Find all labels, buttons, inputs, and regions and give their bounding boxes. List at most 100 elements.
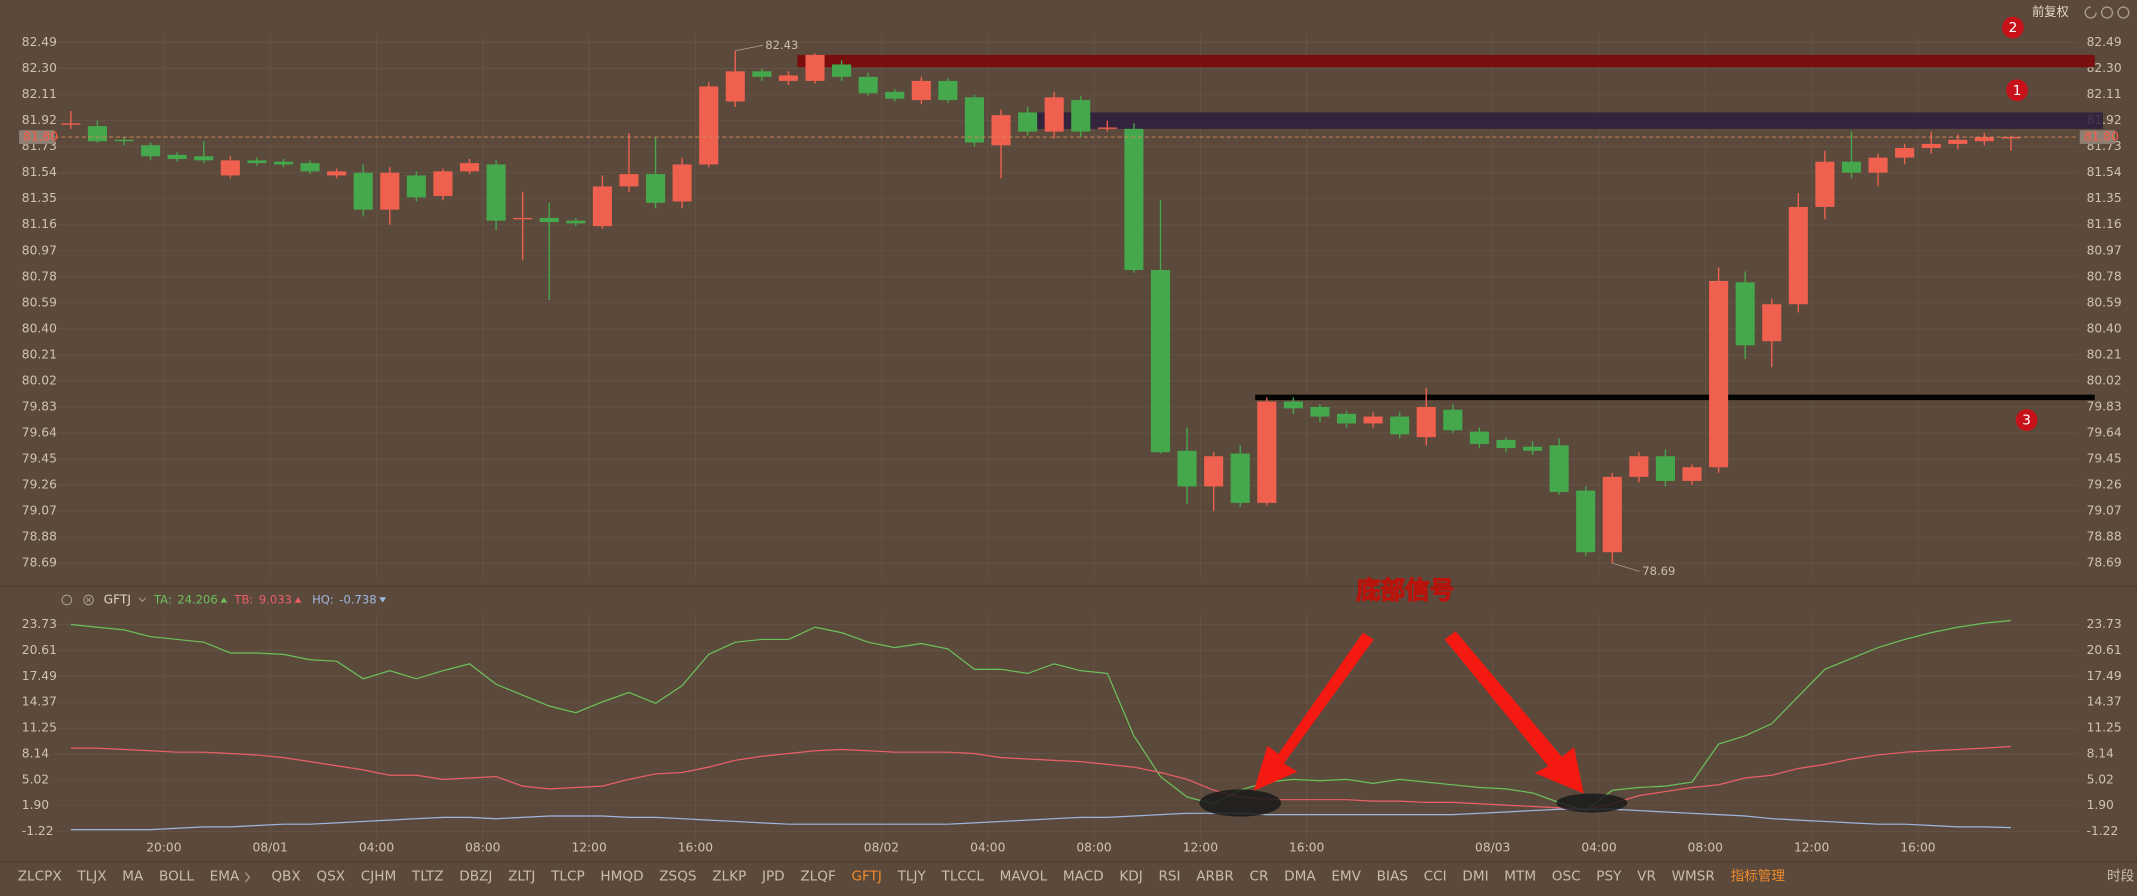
- toolbar-item[interactable]: QSX: [316, 869, 345, 885]
- toolbar-item[interactable]: ZLTJ: [508, 869, 535, 885]
- toolbar-item[interactable]: HMQD: [600, 869, 643, 885]
- toolbar-item[interactable]: TLCP: [550, 869, 585, 885]
- y-tick-label: 14.37: [22, 695, 57, 709]
- candle-body: [1177, 450, 1197, 487]
- toolbar-item[interactable]: TLJY: [897, 869, 927, 885]
- refresh-icon[interactable]: [2084, 6, 2097, 19]
- y-tick-label-right: 23.73: [2087, 617, 2122, 631]
- toolbar-item[interactable]: JPD: [761, 869, 785, 885]
- toolbar-item[interactable]: QBX: [271, 869, 300, 885]
- y-tick-label-right: 80.40: [2087, 321, 2122, 335]
- y-tick-label: 79.26: [22, 478, 57, 492]
- toolbar-item[interactable]: CCI: [1424, 869, 1447, 885]
- candle-body: [539, 217, 559, 223]
- toolbar-item[interactable]: MA: [122, 869, 144, 885]
- y-tick-label: 80.40: [22, 321, 57, 335]
- x-tick-label: 16:00: [1900, 841, 1935, 855]
- toolbar-item[interactable]: BIAS: [1377, 869, 1408, 885]
- toolbar-item[interactable]: DMA: [1284, 869, 1316, 885]
- y-tick-label: 1.90: [22, 798, 49, 812]
- toolbar-item[interactable]: MTM: [1504, 869, 1536, 885]
- toolbar-item[interactable]: ARBR: [1196, 869, 1234, 885]
- y-tick-label-right: 80.21: [2087, 347, 2122, 361]
- zone-marker: [2002, 16, 2024, 39]
- y-tick-label-right: -1.22: [2087, 824, 2119, 838]
- legend-value: 24.206: [177, 592, 218, 606]
- candle-body: [1629, 456, 1649, 477]
- x-tick-label: 08:00: [465, 841, 500, 855]
- y-tick-label: 23.73: [22, 617, 57, 631]
- indicator-line: [70, 619, 2011, 812]
- candle-body: [1815, 161, 1835, 207]
- toolbar-item[interactable]: BOLL: [159, 869, 194, 885]
- price-zone: [797, 54, 2095, 68]
- toolbar-item[interactable]: CJHM: [361, 869, 397, 885]
- y-tick-label-right: 82.49: [2087, 35, 2122, 49]
- x-tick-label: 08/02: [864, 841, 899, 855]
- y-tick-label-right: 80.97: [2087, 243, 2122, 257]
- candle-body: [1895, 148, 1915, 158]
- candle-body: [1283, 401, 1303, 409]
- x-tick-label: 16:00: [678, 841, 713, 855]
- signal-highlight: [1199, 631, 1628, 817]
- y-tick-label-right: 81.16: [2087, 217, 2122, 231]
- x-tick-label: 08/03: [1475, 841, 1510, 855]
- candle-body: [1549, 445, 1569, 492]
- toolbar-item[interactable]: GFTJ: [851, 869, 881, 885]
- toolbar-item[interactable]: DMI: [1462, 869, 1488, 885]
- candle-body: [353, 172, 373, 210]
- candle-body: [646, 174, 666, 203]
- toolbar-item[interactable]: EMA: [210, 869, 240, 885]
- toolbar-item[interactable]: VR: [1637, 869, 1656, 885]
- y-tick-label-right: 79.83: [2087, 399, 2122, 413]
- signal-label: 底部信号: [1356, 575, 1454, 604]
- close-indicator-icon[interactable]: [83, 594, 94, 606]
- close-icon[interactable]: [2117, 6, 2130, 19]
- adjust-label[interactable]: 前复权: [2032, 4, 2069, 19]
- y-tick-label: 81.92: [22, 113, 57, 127]
- toolbar-item[interactable]: ZLQF: [800, 869, 836, 885]
- legend-name: HQ:: [312, 592, 334, 606]
- x-tick-label: 16:00: [1289, 841, 1324, 855]
- candle-body: [114, 139, 134, 142]
- zone-marker: [2015, 409, 2038, 431]
- toolbar-more[interactable]: [244, 872, 251, 883]
- toolbar-item[interactable]: ZLCPX: [18, 869, 62, 885]
- toolbar-manage[interactable]: 指标管理: [1731, 869, 1786, 885]
- toolbar-item[interactable]: TLTZ: [411, 869, 444, 885]
- toolbar-period[interactable]: 时段: [2107, 869, 2135, 885]
- toolbar-item[interactable]: ZLKP: [712, 869, 746, 885]
- candle-body: [778, 75, 798, 81]
- candle-body: [273, 161, 294, 165]
- candle-body: [1523, 446, 1543, 451]
- x-tick-label: 08/01: [253, 841, 288, 855]
- toolbar-item[interactable]: PSY: [1596, 869, 1622, 885]
- y-tick-label-right: 78.69: [2087, 556, 2122, 570]
- minimize-icon[interactable]: [2100, 6, 2114, 19]
- toolbar-item[interactable]: MAVOL: [1000, 869, 1048, 885]
- toolbar-item[interactable]: TLCCL: [941, 869, 985, 885]
- y-tick-label-right: 1.90: [2087, 798, 2114, 812]
- toolbar-item[interactable]: OSC: [1552, 869, 1581, 885]
- toolbar-item[interactable]: TLJX: [76, 869, 106, 885]
- candle-body: [486, 164, 506, 221]
- candle-body: [1443, 409, 1463, 431]
- toolbar-item[interactable]: MACD: [1063, 869, 1104, 885]
- candle-body: [2001, 137, 2021, 139]
- candle-body: [1310, 406, 1330, 417]
- toolbar-item[interactable]: EMV: [1331, 869, 1361, 885]
- toolbar-item[interactable]: KDJ: [1119, 869, 1142, 885]
- indicator-dropdown[interactable]: [138, 597, 147, 603]
- y-tick-label: 80.02: [22, 373, 57, 387]
- toolbar-item[interactable]: DBZJ: [459, 869, 492, 885]
- y-tick-label-right: 81.35: [2087, 191, 2122, 205]
- candle-body: [1390, 416, 1410, 435]
- toolbar-item[interactable]: RSI: [1158, 869, 1180, 885]
- toolbar-item[interactable]: CR: [1249, 869, 1269, 885]
- candle-body: [1576, 490, 1596, 553]
- settings-icon[interactable]: [61, 594, 73, 606]
- candle-body: [327, 171, 347, 176]
- toolbar-item[interactable]: ZSQS: [659, 869, 696, 885]
- toolbar-item[interactable]: WMSR: [1672, 869, 1716, 885]
- candle-body: [141, 145, 161, 157]
